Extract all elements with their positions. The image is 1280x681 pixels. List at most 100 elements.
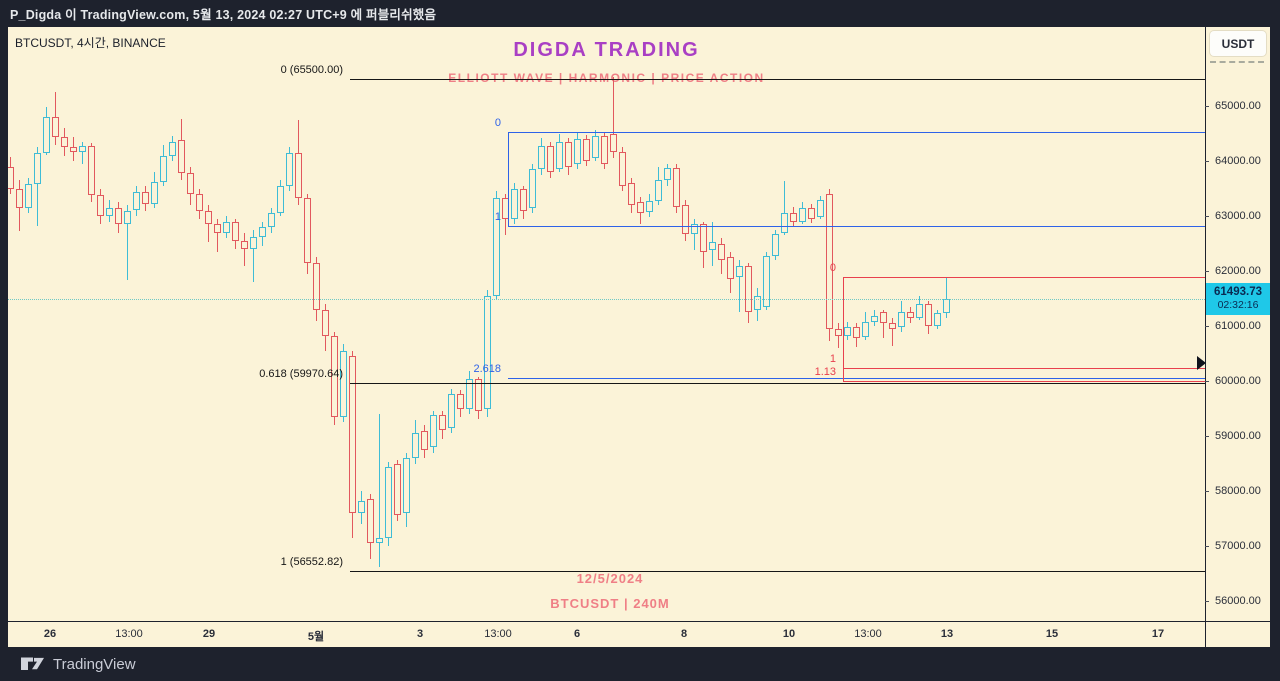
- candle: [547, 145, 554, 172]
- price-axis-label: 64000.00: [1215, 155, 1261, 167]
- time-axis[interactable]: 26 13:00 29 5월 3 13:00 6 8 10 13:00 13 15 17: [8, 622, 1270, 647]
- candle-wick: [379, 414, 380, 567]
- candle-wick: [82, 141, 83, 164]
- candle: [592, 136, 599, 159]
- time-axis-label: 8: [680, 628, 688, 640]
- candle: [259, 227, 266, 237]
- candle: [799, 207, 806, 222]
- price-tick: [1205, 491, 1209, 492]
- candle: [241, 240, 248, 249]
- candle: [34, 152, 41, 185]
- candle: [214, 224, 221, 233]
- candle: [790, 213, 797, 222]
- tradingview-logo-icon: [21, 657, 44, 670]
- price-tick: [1205, 436, 1209, 437]
- fib-main-line[interactable]: [350, 78, 1205, 80]
- candle: [97, 195, 104, 216]
- time-axis-label: 17: [1151, 628, 1165, 640]
- price-axis-label: 57000.00: [1215, 540, 1261, 552]
- candle: [304, 198, 311, 263]
- candle: [565, 141, 572, 167]
- candle: [313, 262, 320, 310]
- candle: [115, 207, 122, 225]
- publish-info-text: P_Digda 이 TradingView.com, 5월 13, 2024 0…: [10, 8, 437, 22]
- price-tick: [1205, 601, 1209, 602]
- candle: [295, 152, 302, 199]
- time-axis-label: 6: [573, 628, 581, 640]
- last-price-value: 61493.73: [1214, 286, 1262, 299]
- candle: [826, 194, 833, 329]
- time-axis-label: 13:00: [484, 628, 512, 640]
- price-tick: [1205, 546, 1209, 547]
- fib-main-label: 1 (56552.82): [280, 555, 343, 568]
- candle: [178, 140, 185, 173]
- candle: [25, 184, 32, 208]
- candle: [745, 265, 752, 313]
- candle: [367, 499, 374, 543]
- fib-main-label: 0.618 (59970.64): [259, 367, 343, 380]
- candle: [151, 181, 158, 204]
- fib-main-line[interactable]: [350, 382, 1205, 384]
- candle: [835, 328, 842, 336]
- candle: [880, 312, 887, 324]
- candle: [61, 136, 68, 148]
- fib-blue-label: 0: [494, 117, 501, 130]
- fib-main-label: 0 (65500.00): [280, 63, 343, 76]
- candle: [331, 335, 338, 417]
- candle: [538, 145, 545, 170]
- candle: [250, 236, 257, 249]
- price-tick: [1205, 271, 1209, 272]
- candle: [412, 432, 419, 458]
- candle: [529, 169, 536, 208]
- price-tick: [1205, 216, 1209, 217]
- fib-blue-line[interactable]: [508, 132, 1205, 134]
- candle: [430, 414, 437, 447]
- candle: [466, 378, 473, 410]
- candle: [682, 205, 689, 234]
- candle: [718, 243, 725, 260]
- time-axis-label: 5월: [307, 631, 325, 643]
- candle: [934, 313, 941, 326]
- fib-red-line[interactable]: [843, 368, 1205, 370]
- tradingview-logo[interactable]: TradingView: [20, 655, 136, 673]
- annotation-symbol-interval: BTCUSDT | 240M: [550, 596, 670, 611]
- fib-red-line[interactable]: [843, 380, 1205, 382]
- annotation-date: 12/5/2024: [576, 571, 644, 586]
- candle: [727, 257, 734, 280]
- candle: [376, 537, 383, 543]
- candle: [664, 168, 671, 180]
- fib-blue-line[interactable]: [508, 226, 1205, 227]
- candle: [628, 183, 635, 205]
- candle: [448, 394, 455, 428]
- candle: [619, 152, 626, 186]
- candle: [160, 155, 167, 182]
- candle: [817, 200, 824, 217]
- price-axis-label: 63000.00: [1215, 210, 1261, 222]
- bottom-bar: TradingView: [0, 647, 1280, 681]
- watermark-subtitle: ELLIOTT WAVE | HARMONIC | PRICE ACTION: [448, 71, 765, 85]
- candle: [844, 327, 851, 336]
- time-axis-label: 29: [202, 628, 216, 640]
- candle: [439, 414, 446, 430]
- candle: [187, 172, 194, 194]
- candle: [88, 146, 95, 196]
- candle: [556, 141, 563, 170]
- price-axis[interactable]: USDT 65000.00 64000.00 63000.00 62000.00 610…: [1197, 27, 1270, 621]
- fib-blue-line[interactable]: [508, 378, 1205, 380]
- fib-red-line[interactable]: [843, 276, 1205, 278]
- candle: [871, 316, 878, 322]
- price-axis-label: 62000.00: [1215, 265, 1261, 277]
- candle: [781, 213, 788, 233]
- candle-wick: [946, 277, 947, 318]
- candle: [691, 224, 698, 234]
- candle: [142, 192, 149, 204]
- candle-wick: [784, 180, 785, 236]
- fib-red-vertical: [843, 276, 844, 381]
- fib-main-line[interactable]: [350, 570, 1205, 572]
- time-axis-border: [8, 621, 1270, 622]
- chart-plot-area[interactable]: DIGDA TRADING ELLIOTT WAVE | HARMONIC | …: [8, 27, 1205, 621]
- candle-wick: [127, 205, 128, 281]
- currency-toggle-button[interactable]: USDT: [1210, 31, 1266, 56]
- candle: [403, 458, 410, 513]
- candle: [808, 207, 815, 219]
